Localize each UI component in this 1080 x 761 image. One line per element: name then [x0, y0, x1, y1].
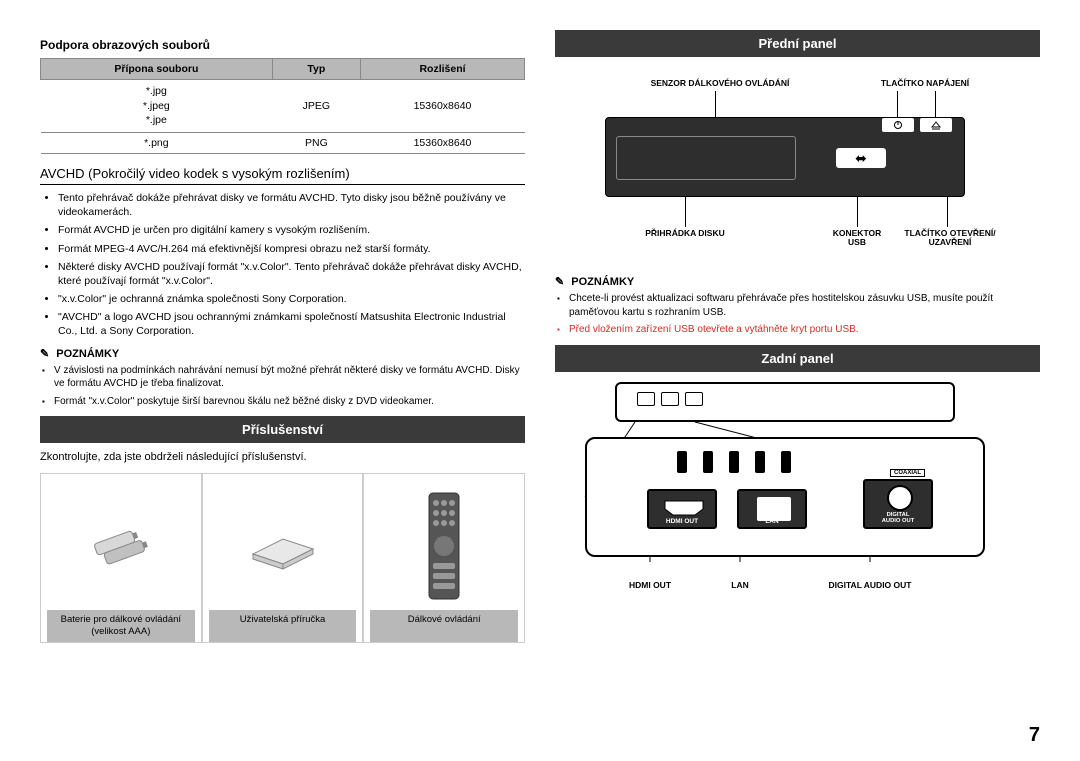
bullet-item: "AVCHD" a logo AVCHD jsou ochrannými zná…	[58, 310, 525, 338]
hdmi-port-icon	[647, 489, 717, 529]
bullet-item: "x.v.Color" je ochranná známka společnos…	[58, 292, 525, 306]
label-line: USB	[817, 238, 897, 247]
table-cell: 15360x8640	[361, 80, 525, 133]
table-cell: *.jpg*.jpeg*.jpe	[41, 80, 273, 133]
accessory-manual: Uživatelská příručka	[202, 473, 364, 643]
remote-icon	[370, 482, 518, 610]
vent-slot-icon	[755, 451, 765, 473]
notes-label-text: POZNÁMKY	[571, 276, 634, 288]
file-format-table: Přípona souboru Typ Rozlišení *.jpg*.jpe…	[40, 58, 525, 154]
accessory-caption: Baterie pro dálkové ovládání (velikost A…	[47, 610, 195, 642]
right-column: Přední panel SENZOR DÁLKOVÉHO OVLÁDÁNÍ T…	[555, 30, 1040, 643]
table-header: Typ	[272, 59, 360, 80]
accessory-remote: Dálkové ovládání	[363, 473, 525, 643]
note-item: V závislosti na podmínkách nahrávání nem…	[54, 364, 525, 391]
label-digital-audio: DIGITAL AUDIO OUT	[810, 580, 930, 590]
bullet-item: Tento přehrávač dokáže přehrávat disky v…	[58, 191, 525, 219]
table-cell: JPEG	[272, 80, 360, 133]
left-column: Podpora obrazových souborů Přípona soubo…	[40, 30, 525, 643]
accessories-grid: Baterie pro dálkové ovládání (velikost A…	[40, 473, 525, 643]
accessory-caption: Uživatelská příručka	[209, 610, 357, 642]
label-konektor: KONEKTOR USB	[817, 229, 897, 248]
note-item: Formát "x.v.Color" poskytuje širší barev…	[54, 395, 525, 409]
label-hdmi: HDMI OUT	[620, 580, 680, 590]
bullet-item: Formát MPEG-4 AVC/H.264 má efektivnější …	[58, 242, 525, 256]
vent-slot-icon	[781, 451, 791, 473]
accessory-batteries: Baterie pro dálkové ovládání (velikost A…	[40, 473, 202, 643]
img-support-heading: Podpora obrazových souborů	[40, 38, 525, 52]
note-item: Chcete-li provést aktualizaci softwaru p…	[569, 292, 1040, 319]
bullet-item: Formát AVCHD je určen pro digitální kame…	[58, 223, 525, 237]
vent-slot-icon	[703, 451, 713, 473]
table-cell: 15360x8640	[361, 133, 525, 154]
rear-zoom-box: COAXIAL DIGITALAUDIO OUT	[585, 437, 985, 557]
note-icon: ✎	[40, 348, 49, 360]
table-header: Přípona souboru	[41, 59, 273, 80]
caption-line: Baterie pro dálkové ovládání	[49, 614, 193, 626]
eject-button-icon	[920, 118, 952, 132]
accessories-section-bar: Příslušenství	[40, 416, 525, 443]
avchd-notes-list: V závislosti na podmínkách nahrávání nem…	[40, 364, 525, 409]
front-panel-bar: Přední panel	[555, 30, 1040, 57]
table-row: *.jpg*.jpeg*.jpe JPEG 15360x8640	[41, 80, 525, 133]
batteries-icon	[47, 482, 195, 610]
coaxial-port-icon: COAXIAL DIGITALAUDIO OUT	[863, 479, 933, 529]
page-number: 7	[1029, 724, 1040, 747]
front-notes-label: ✎ POZNÁMKY	[555, 275, 1040, 288]
label-openclose: TLAČÍTKO OTEVŘENÍ/ UZAVŘENÍ	[895, 229, 1005, 248]
notes-label-text: POZNÁMKY	[56, 348, 119, 360]
rear-panel-bar: Zadní panel	[555, 345, 1040, 372]
label-sensor: SENZOR DÁLKOVÉHO OVLÁDÁNÍ	[635, 79, 805, 88]
label-line: UZAVŘENÍ	[895, 238, 1005, 247]
notes-label: ✎ POZNÁMKY	[40, 347, 525, 360]
front-notes-list: Chcete-li provést aktualizaci softwaru p…	[555, 292, 1040, 337]
label-tray: PŘIHRÁDKA DISKU	[635, 229, 735, 238]
note-warning-item: Před vložením zařízení USB otevřete a vy…	[569, 323, 1040, 337]
table-header: Rozlišení	[361, 59, 525, 80]
page-columns: Podpora obrazových souborů Přípona soubo…	[40, 30, 1040, 643]
label-lan: LAN	[720, 580, 760, 590]
table-cell: PNG	[272, 133, 360, 154]
accessory-caption: Dálkové ovládání	[370, 610, 518, 642]
coaxial-small-label: COAXIAL	[890, 469, 925, 477]
caption-line: Dálkové ovládání	[372, 614, 516, 626]
accessories-intro: Zkontrolujte, zda jste obdrželi následuj…	[40, 451, 525, 463]
label-power: TLAČÍTKO NAPÁJENÍ	[865, 79, 985, 88]
avchd-bullet-list: Tento přehrávač dokáže přehrávat disky v…	[40, 191, 525, 339]
table-row: *.png PNG 15360x8640	[41, 133, 525, 154]
table-cell: *.png	[41, 133, 273, 154]
rear-panel-diagram: COAXIAL DIGITALAUDIO OUT HDMI OUT LAN DI…	[555, 382, 1040, 612]
vent-slot-icon	[729, 451, 739, 473]
bullet-item: Některé disky AVCHD používají formát "x.…	[58, 260, 525, 288]
vent-slot-icon	[677, 451, 687, 473]
lan-port-icon	[737, 489, 807, 529]
usb-port-icon: ⬌	[836, 148, 886, 168]
caption-line: Uživatelská příručka	[211, 614, 355, 626]
front-device-body: ⬌	[605, 117, 965, 197]
manual-icon	[209, 482, 357, 610]
caption-line: (velikost AAA)	[49, 626, 193, 638]
front-panel-diagram: SENZOR DÁLKOVÉHO OVLÁDÁNÍ TLAČÍTKO NAPÁJ…	[555, 67, 1040, 267]
note-icon: ✎	[555, 276, 564, 288]
power-button-icon	[882, 118, 914, 132]
port-text: AUDIO OUT	[882, 518, 915, 524]
avchd-heading: AVCHD (Pokročilý video kodek s vysokým r…	[40, 166, 525, 185]
disc-tray-icon	[616, 136, 796, 180]
